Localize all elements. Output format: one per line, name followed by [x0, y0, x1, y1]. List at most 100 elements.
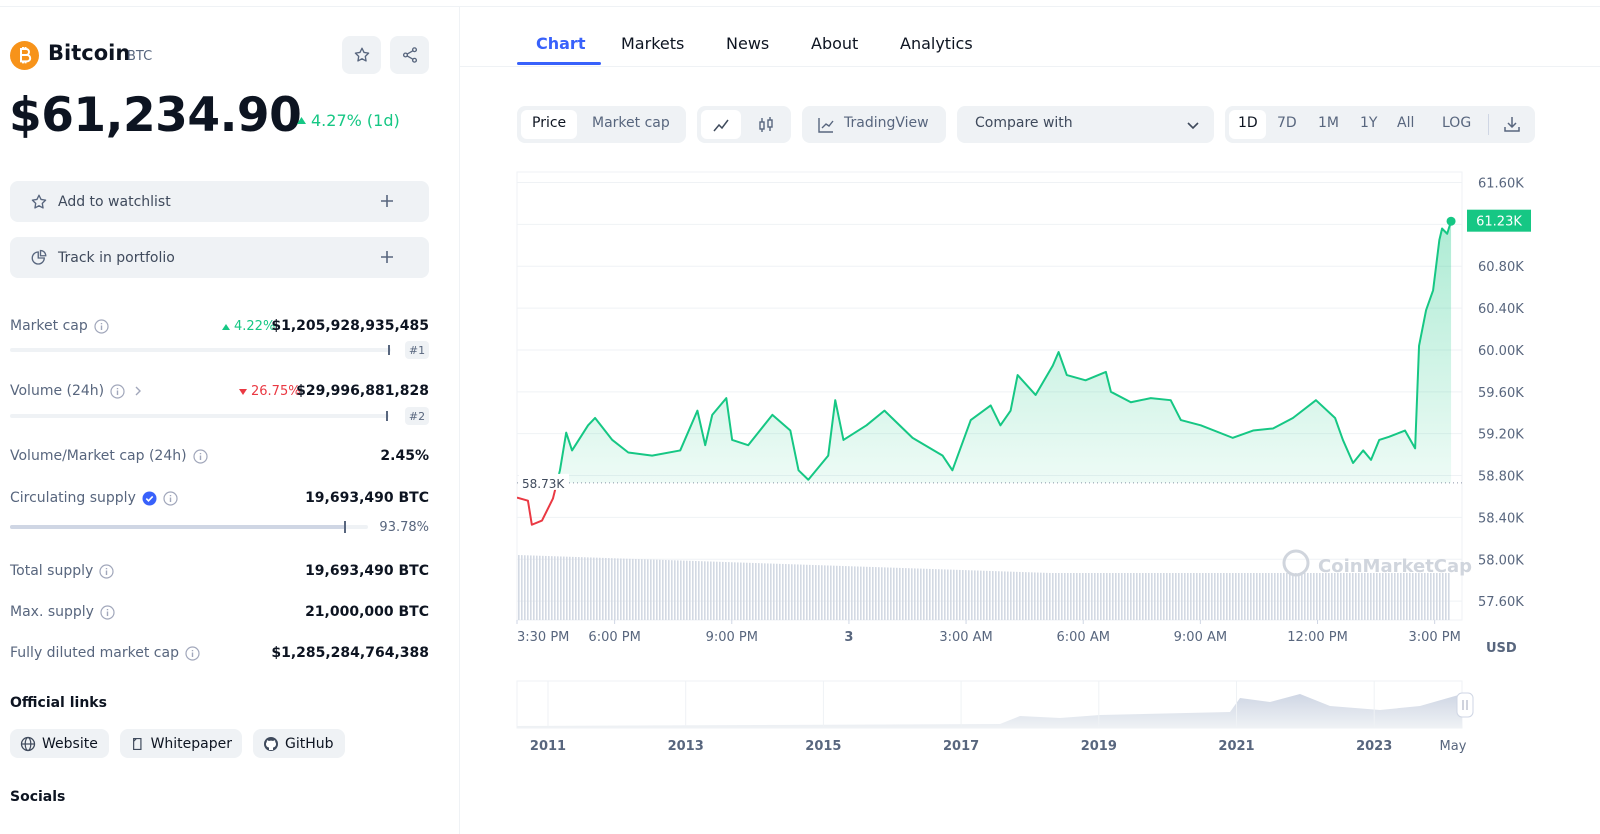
volume-bar: [1265, 573, 1267, 620]
tab[interactable]: About: [811, 34, 859, 53]
volume-bar: [1418, 573, 1420, 620]
volume-bar: [638, 559, 640, 620]
volume-bar: [671, 560, 673, 620]
active-pill: [1229, 110, 1266, 139]
download-icon[interactable]: [1503, 115, 1521, 133]
github-icon: [264, 736, 278, 751]
range-option[interactable]: All: [1397, 115, 1415, 131]
plus-icon: [381, 195, 393, 207]
volume-bar: [1388, 573, 1390, 620]
range-option[interactable]: LOG: [1442, 115, 1472, 131]
volume-bar: [1259, 573, 1261, 620]
volume-bar: [740, 562, 742, 620]
info-icon[interactable]: [100, 604, 115, 620]
y-tick-label: 61.60K: [1478, 176, 1524, 191]
link-chip[interactable]: Website: [10, 729, 109, 758]
tab[interactable]: Analytics: [900, 34, 973, 53]
volume-bar: [1061, 573, 1063, 620]
volume-bar: [1274, 573, 1276, 620]
watchlist-button[interactable]: Add to watchlist: [10, 181, 429, 222]
volume-bar: [1145, 573, 1147, 620]
volume-bar: [884, 567, 886, 620]
rank-badge: #1: [405, 341, 429, 359]
button-label: Add to watchlist: [58, 193, 171, 210]
volume-bar: [1337, 573, 1339, 620]
volume-bar: [920, 568, 922, 620]
volume-bar: [578, 557, 580, 620]
tab[interactable]: Markets: [621, 34, 685, 53]
volume-bar: [923, 568, 925, 620]
volume-bar: [1316, 573, 1318, 620]
volume-bar: [1226, 573, 1228, 620]
tab[interactable]: News: [726, 34, 770, 53]
volume-bar: [998, 571, 1000, 620]
volume-bar: [1088, 573, 1090, 620]
volume-bar: [890, 567, 892, 620]
toggle-option[interactable]: Price: [532, 115, 567, 131]
volume-bar: [1133, 573, 1135, 620]
link-chip[interactable]: GitHub: [253, 729, 345, 758]
chevron-down: [1187, 122, 1199, 130]
volume-bar: [1397, 573, 1399, 620]
favorite-button[interactable]: [342, 36, 381, 74]
progress-bar: [10, 348, 391, 352]
toggle-option[interactable]: Market cap: [592, 115, 670, 131]
info-icon[interactable]: [185, 645, 200, 661]
volume-bar: [731, 562, 733, 620]
range-option[interactable]: 1Y: [1360, 115, 1378, 131]
link-chip[interactable]: Whitepaper: [120, 729, 242, 758]
stat-value: 21,000,000 BTC: [305, 604, 429, 620]
price-line: [555, 220, 1453, 483]
range-option[interactable]: 1D: [1238, 115, 1258, 131]
compare-dropdown[interactable]: [957, 106, 1214, 143]
volume-bar: [1361, 573, 1363, 620]
volume-bar: [899, 567, 901, 620]
portfolio-button[interactable]: Track in portfolio: [10, 237, 429, 278]
info-icon[interactable]: [110, 383, 125, 399]
volume-bar: [569, 556, 571, 620]
star-icon: [354, 47, 369, 62]
tab[interactable]: Chart: [536, 34, 586, 53]
link-label: Website: [42, 735, 98, 752]
info-icon[interactable]: [163, 490, 178, 506]
volume-bar: [1004, 571, 1006, 620]
volume-bar: [1376, 573, 1378, 620]
volume-bar: [863, 566, 865, 620]
navigator-handle[interactable]: [1456, 692, 1474, 718]
volume-bar: [1178, 573, 1180, 620]
volume-bar: [665, 559, 667, 620]
x-tick-label: 12:00 PM: [1287, 630, 1348, 645]
volume-bar: [941, 569, 943, 620]
info-icon[interactable]: [192, 448, 208, 464]
volume-bar: [1187, 573, 1189, 620]
info-icon[interactable]: [99, 563, 114, 579]
volume-bar: [725, 562, 727, 620]
volume-bar: [1046, 572, 1048, 620]
volume-bar: [1106, 573, 1108, 620]
range-option[interactable]: 1M: [1318, 115, 1339, 131]
volume-bar: [752, 562, 754, 620]
stat-value: $1,285,284,764,388: [271, 645, 429, 661]
volume-bar: [560, 556, 562, 620]
info-icon[interactable]: [94, 318, 109, 334]
candle-icon[interactable]: [757, 116, 775, 134]
volume-bar: [1322, 573, 1324, 620]
toggle-group: [517, 106, 686, 143]
line-icon[interactable]: [712, 116, 730, 134]
range-option[interactable]: 7D: [1277, 115, 1297, 131]
volume-bar: [959, 569, 961, 620]
volume-bar: [1070, 573, 1072, 620]
volume-bar: [1007, 571, 1009, 620]
volume-bar: [965, 570, 967, 620]
volume-bar: [809, 564, 811, 620]
share-button[interactable]: [390, 36, 429, 74]
volume-bar: [1205, 573, 1207, 620]
volume-bar: [938, 569, 940, 620]
volume-bar: [668, 560, 670, 620]
chevron-icon[interactable]: [131, 384, 145, 398]
volume-bar: [1040, 572, 1042, 620]
volume-bar: [650, 559, 652, 620]
volume-bar: [542, 555, 544, 620]
volume-bar: [533, 555, 535, 620]
